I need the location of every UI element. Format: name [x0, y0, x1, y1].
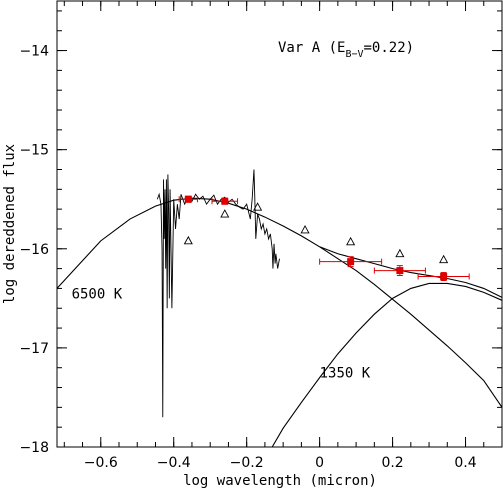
- triangle-point: [395, 248, 405, 258]
- y-tick-label: −16: [19, 242, 49, 258]
- y-tick-label: −18: [19, 440, 49, 456]
- y-tick-label: −17: [19, 341, 49, 357]
- x-tick-label: −0.6: [84, 455, 118, 471]
- spectrum-polyline: [156, 169, 280, 418]
- triangle-point: [253, 202, 263, 211]
- square-point: [440, 273, 448, 281]
- chart-title-subscript: B−V: [345, 49, 363, 60]
- chart-title-prefix: Var A (E: [278, 40, 345, 56]
- chart-title-suffix: =0.22): [364, 40, 415, 56]
- square-point: [347, 258, 355, 266]
- data-markers: [178, 195, 470, 281]
- model-curves: [56, 197, 503, 448]
- triangle-point: [346, 236, 356, 246]
- chart-title: Var A (EB−V=0.22): [278, 40, 414, 60]
- square-point: [396, 267, 404, 275]
- x-axis-title: log wavelength (micron): [183, 473, 377, 489]
- triangle-point: [439, 254, 449, 264]
- curve-1350-k: [271, 282, 503, 448]
- x-tick-label: 0: [315, 455, 324, 471]
- x-tick-label: −0.4: [157, 455, 191, 471]
- triangle-point: [220, 209, 230, 218]
- y-tick-label: −15: [19, 143, 49, 159]
- spectrum-line: [156, 169, 280, 418]
- square-point: [221, 197, 229, 205]
- triangle-point: [183, 235, 193, 245]
- x-tick-label: −0.2: [230, 455, 264, 471]
- triangle-point: [300, 225, 310, 234]
- x-tick-label: 0.4: [454, 455, 476, 471]
- temperature-label: 1350 K: [320, 366, 371, 382]
- curve-6500-k: [56, 197, 503, 408]
- text-labels: 6500 K 1350 K: [72, 286, 371, 381]
- plot-frame: [56, 0, 503, 448]
- y-axis-title: log dereddened flux: [2, 144, 18, 304]
- x-tick-label: 0.2: [381, 455, 403, 471]
- square-point: [184, 195, 192, 203]
- y-tick-label: −14: [19, 44, 49, 60]
- axis-ticks: −0.6 −0.4 −0.2 0 0.2 0.4 −18 −17 −16 −15 −14: [19, 1, 503, 471]
- temperature-label: 6500 K: [72, 286, 123, 302]
